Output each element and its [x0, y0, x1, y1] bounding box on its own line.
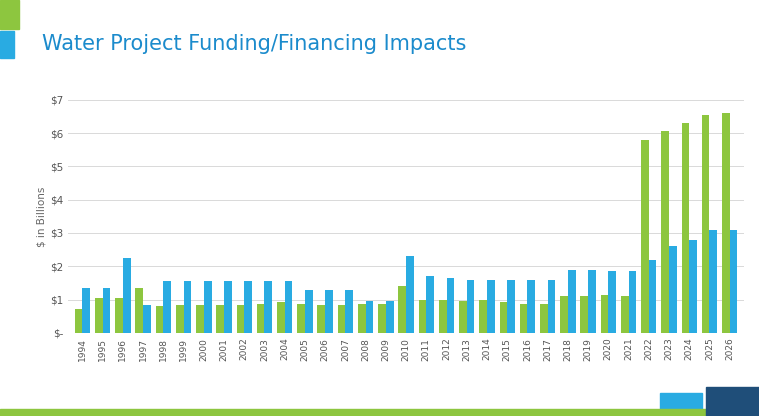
Bar — [102, 288, 110, 333]
Bar — [184, 281, 191, 333]
Bar — [115, 298, 123, 333]
Bar — [163, 281, 171, 333]
Bar — [358, 304, 366, 333]
Bar — [600, 295, 608, 333]
Bar — [689, 240, 697, 333]
Bar — [568, 270, 575, 333]
Bar — [548, 280, 556, 333]
Bar — [83, 288, 90, 333]
Bar — [378, 304, 386, 333]
Bar — [621, 296, 628, 333]
Bar — [467, 280, 474, 333]
Bar — [710, 230, 717, 333]
Bar — [176, 305, 184, 333]
Bar — [528, 280, 535, 333]
Bar — [560, 296, 568, 333]
Bar — [298, 304, 305, 333]
Bar — [75, 309, 83, 333]
Bar — [540, 304, 548, 333]
Bar — [487, 280, 495, 333]
Bar — [285, 281, 292, 333]
Bar — [244, 281, 252, 333]
Bar — [204, 281, 212, 333]
Bar — [439, 300, 446, 333]
Bar — [649, 260, 657, 333]
Bar — [366, 301, 373, 333]
Bar — [143, 305, 151, 333]
Bar — [216, 305, 224, 333]
Bar — [156, 305, 163, 333]
Bar — [135, 288, 143, 333]
Bar — [237, 305, 244, 333]
Bar — [398, 286, 406, 333]
Bar — [507, 280, 515, 333]
Bar — [345, 290, 353, 333]
Bar — [722, 113, 729, 333]
Bar — [196, 305, 204, 333]
Bar — [499, 302, 507, 333]
Bar — [641, 140, 649, 333]
Bar — [305, 290, 313, 333]
Y-axis label: $ in Billions: $ in Billions — [36, 186, 46, 247]
Bar — [628, 271, 636, 333]
Bar — [608, 271, 616, 333]
Bar — [459, 301, 467, 333]
Bar — [729, 230, 737, 333]
Bar — [386, 301, 393, 333]
Bar — [682, 123, 689, 333]
Bar — [479, 300, 487, 333]
Text: Water Project Funding/Financing Impacts: Water Project Funding/Financing Impacts — [42, 34, 466, 54]
Bar — [277, 302, 285, 333]
Bar — [224, 281, 231, 333]
Bar — [520, 304, 528, 333]
Bar — [257, 304, 264, 333]
Bar — [406, 256, 414, 333]
Bar — [427, 276, 434, 333]
Bar — [588, 270, 596, 333]
Bar — [123, 258, 131, 333]
Bar — [419, 300, 427, 333]
Bar — [338, 305, 345, 333]
Bar — [325, 290, 333, 333]
Bar — [317, 305, 325, 333]
Bar — [581, 296, 588, 333]
Bar — [95, 298, 102, 333]
Bar — [669, 246, 677, 333]
Bar — [264, 281, 272, 333]
Bar — [702, 115, 710, 333]
Bar — [446, 278, 454, 333]
Bar — [661, 131, 669, 333]
